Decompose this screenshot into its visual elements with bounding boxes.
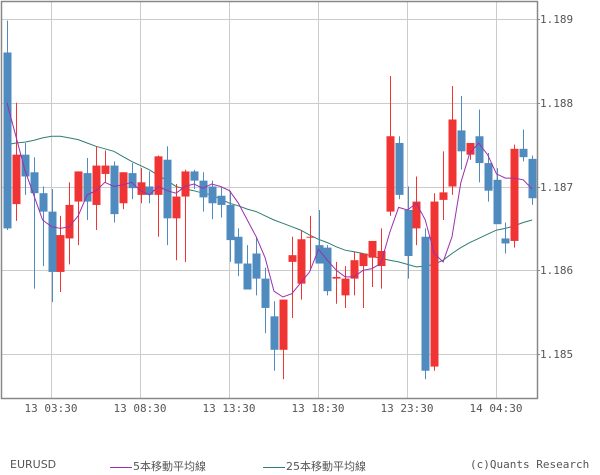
candle [65,182,74,265]
candle [208,180,217,220]
candle [3,20,12,231]
x-tick-label: 13 08:30 [114,402,167,415]
candle [199,172,208,212]
legend-ma25-label: 25本移動平均線 [286,460,366,473]
candle [30,157,39,289]
candle [484,153,493,202]
candle [377,228,386,289]
candle [323,245,332,296]
candle [315,209,324,264]
candle [439,151,448,220]
candle [243,245,252,290]
candle [421,228,430,380]
legend-ma25: 25本移動平均線 [263,458,366,474]
candle [430,193,439,371]
y-tick-label: 1.189 [540,13,573,26]
x-tick-label: 13 23:30 [381,402,434,415]
legend-symbol: EURUSD [10,458,57,471]
candle [475,109,484,183]
x-tick-label: 13 18:30 [292,402,345,415]
y-axis-labels: 1.189 1.188 1.187 1.186 1.185 [537,13,573,361]
candle [501,222,510,254]
x-tick-label: 13 13:30 [203,402,256,415]
candle [466,142,475,160]
candle [154,155,163,237]
candle [83,158,92,220]
candle [234,228,243,277]
copyright: (c)Quants Research [470,458,590,471]
candle [39,186,48,267]
candle [128,163,137,200]
candle [297,230,306,300]
candle [92,146,101,231]
y-tick-label: 1.188 [540,97,573,110]
x-axis-labels: 13 03:30 13 08:30 13 13:30 13 18:30 13 23:30… [25,402,523,415]
candle [493,168,502,225]
candle [110,161,119,223]
candle [172,183,181,261]
candle [395,136,404,200]
candle [386,75,395,216]
candle [12,102,21,221]
candle [226,190,235,262]
ma5-swatch [110,466,132,468]
candle [306,215,315,271]
candle [350,251,359,296]
candle [279,299,288,380]
legend-ma5: 5本移動平均線 [110,458,206,474]
y-tick-label: 1.185 [540,348,573,361]
plot-frame [0,0,539,400]
candle [74,171,83,246]
ma25-swatch [263,466,285,468]
candle [119,172,128,210]
candle [48,189,57,303]
y-tick-label: 1.186 [540,264,573,277]
candle [137,168,146,204]
legend-ma5-label: 5本移動平均線 [133,460,206,473]
candle [332,261,341,304]
candle [252,236,261,296]
candles [3,20,537,380]
candle [519,129,528,162]
candle [190,169,199,190]
candle [510,144,519,248]
candle [448,86,457,195]
candle [288,236,297,318]
candle [341,266,350,308]
candle [163,146,172,246]
candle [56,215,65,293]
x-tick-label: 14 04:30 [470,402,523,415]
candle [181,169,190,262]
candle [412,176,421,246]
candle [145,171,154,204]
candle [217,186,226,218]
x-tick-label: 13 03:30 [25,402,78,415]
candle [528,155,537,205]
candle [359,253,368,308]
candle [457,96,466,170]
ma5-line [6,102,533,298]
y-tick-label: 1.187 [540,181,573,194]
candle [404,186,413,279]
candle [21,142,30,195]
candle [261,267,270,334]
candle [368,240,377,287]
candle [270,301,279,371]
candle [101,150,110,183]
